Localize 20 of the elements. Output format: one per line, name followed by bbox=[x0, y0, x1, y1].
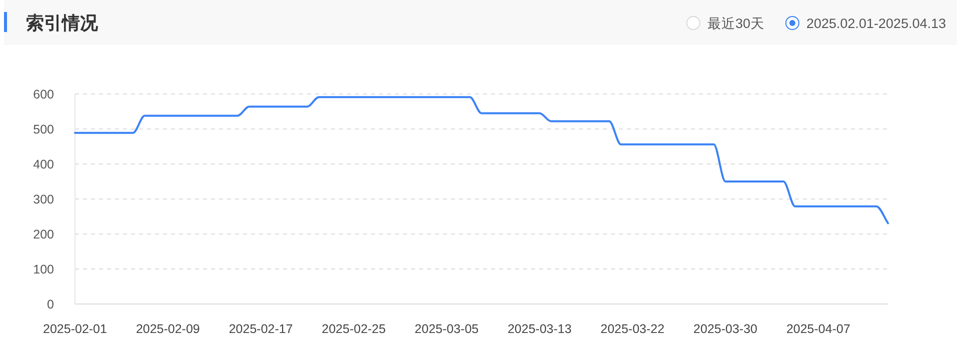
y-tick-label: 200 bbox=[33, 228, 54, 242]
x-tick-label: 2025-02-09 bbox=[136, 322, 200, 336]
radio-option: 最近30天 bbox=[686, 16, 764, 31]
y-tick-label: 400 bbox=[33, 158, 54, 172]
x-tick-label: 2025-02-17 bbox=[228, 322, 293, 336]
x-tick-label: 2025-03-05 bbox=[414, 322, 479, 336]
x-tick-label: 2025-02-01 bbox=[43, 322, 108, 336]
x-tick-label: 2025-04-07 bbox=[786, 322, 850, 336]
chart-title: 索引情况 bbox=[26, 13, 99, 33]
y-tick-label: 600 bbox=[33, 88, 54, 102]
radio-option: 2025.02.01-2025.04.13 bbox=[785, 16, 946, 31]
x-tick-label: 2025-02-25 bbox=[322, 322, 386, 336]
y-tick-label: 0 bbox=[47, 298, 54, 312]
y-tick-label: 500 bbox=[33, 122, 54, 136]
y-tick-label: 100 bbox=[33, 262, 54, 276]
x-tick-label: 2025-03-30 bbox=[693, 322, 758, 336]
x-tick-label: 2025-03-13 bbox=[508, 322, 572, 336]
line-series bbox=[74, 96, 889, 224]
y-tick-label: 300 bbox=[33, 192, 54, 206]
x-tick-label: 2025-03-22 bbox=[600, 322, 664, 336]
